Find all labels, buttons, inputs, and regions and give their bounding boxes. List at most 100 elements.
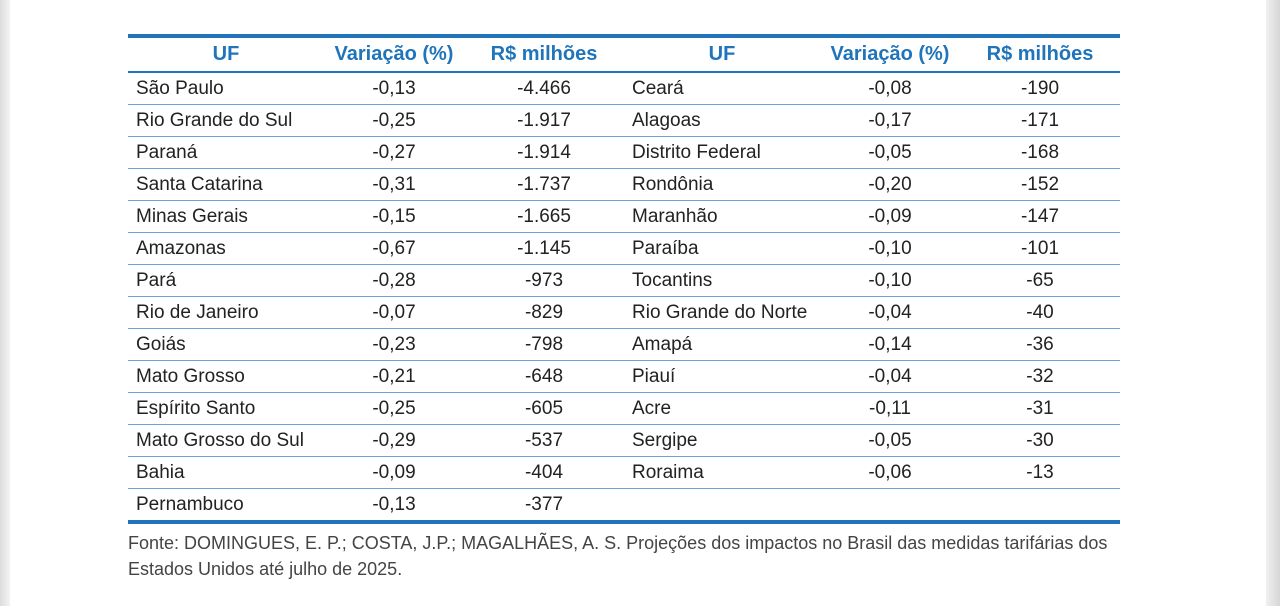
value-cell: -829 [464, 296, 624, 329]
state-name: São Paulo [128, 72, 324, 105]
value-cell: -648 [464, 360, 624, 393]
state-name: Santa Catarina [128, 168, 324, 201]
state-name: Rio Grande do Norte [624, 296, 820, 329]
table-row: Pará -0,28 -973 Tocantins -0,10 -65 [128, 264, 1120, 297]
variation-cell: -0,05 [820, 424, 960, 457]
variation-cell: -0,67 [324, 232, 464, 265]
state-name: Sergipe [624, 424, 820, 457]
variation-cell: -0,11 [820, 392, 960, 425]
state-name: Pará [128, 264, 324, 297]
variation-cell: -0,04 [820, 296, 960, 329]
state-name: Tocantins [624, 264, 820, 297]
value-cell: -101 [960, 232, 1120, 265]
header-variation: Variação (%) [820, 36, 960, 73]
value-cell: -31 [960, 392, 1120, 425]
variation-cell: -0,21 [324, 360, 464, 393]
header-uf: UF [624, 36, 820, 73]
variation-cell: -0,07 [324, 296, 464, 329]
value-cell: -40 [960, 296, 1120, 329]
state-name: Distrito Federal [624, 136, 820, 169]
value-cell: -168 [960, 136, 1120, 169]
table-row: Paraná -0,27 -1.914 Distrito Federal -0,05 -1… [128, 136, 1120, 169]
state-name: Ceará [624, 72, 820, 105]
table-row: Rio de Janeiro -0,07 -829 Rio Grande do Nor… [128, 296, 1120, 329]
variation-cell: -0,09 [324, 456, 464, 489]
variation-cell: -0,10 [820, 232, 960, 265]
variation-cell: -0,20 [820, 168, 960, 201]
variation-cell: -0,09 [820, 200, 960, 233]
state-name: Acre [624, 392, 820, 425]
state-name: Piauí [624, 360, 820, 393]
value-cell: -32 [960, 360, 1120, 393]
states-impact-table: UF Variação (%) R$ milhões UF Variação (… [128, 34, 1120, 524]
value-cell: -1.145 [464, 232, 624, 265]
state-name: Amapá [624, 328, 820, 361]
value-cell: -973 [464, 264, 624, 297]
value-cell: -605 [464, 392, 624, 425]
value-cell: -147 [960, 200, 1120, 233]
variation-cell: -0,06 [820, 456, 960, 489]
value-cell: -65 [960, 264, 1120, 297]
value-cell: -171 [960, 104, 1120, 137]
variation-cell: -0,28 [324, 264, 464, 297]
state-name: Rio de Janeiro [128, 296, 324, 329]
variation-cell: -0,13 [324, 72, 464, 105]
value-cell: -377 [524, 493, 564, 515]
value-cell: -1.737 [464, 168, 624, 201]
value-cell: -1.914 [464, 136, 624, 169]
table-body: São Paulo -0,13 -4.466 Ceará -0,08 -190 Rio Gr… [128, 72, 1120, 522]
variation-cell: -0,23 [324, 328, 464, 361]
state-name: Goiás [128, 328, 324, 361]
state-name: Alagoas [624, 104, 820, 137]
table-row: Goiás -0,23 -798 Amapá -0,14 -36 [128, 328, 1120, 361]
variation-cell: -0,31 [324, 168, 464, 201]
table-row: Mato Grosso do Sul -0,29 -537 Sergipe -0,05-… [128, 424, 1120, 457]
document-body: UF Variação (%) R$ milhões UF Variação (… [128, 34, 1120, 582]
state-name: Minas Gerais [128, 200, 324, 233]
value-cell: -190 [960, 72, 1120, 105]
state-name: Espírito Santo [128, 392, 324, 425]
state-name: Mato Grosso do Sul [128, 424, 324, 457]
variation-cell: -0,25 [324, 392, 464, 425]
variation-cell: -0,08 [820, 72, 960, 105]
table-row: Mato Grosso -0,21 -648 Piauí -0,04 -32 [128, 360, 1120, 393]
state-name: Roraima [624, 456, 820, 489]
state-name: Maranhão [624, 200, 820, 233]
table-header-row: UF Variação (%) R$ milhões UF Variação (… [128, 36, 1120, 73]
table-row: Amazonas -0,67 -1.145 Paraíba -0,10 -101 [128, 232, 1120, 265]
variation-cell [820, 489, 960, 523]
state-name: Bahia [128, 456, 324, 489]
value-cell [960, 489, 1120, 523]
table-row: São Paulo -0,13 -4.466 Ceará -0,08 -190 [128, 72, 1120, 105]
value-cell: -1.917 [464, 104, 624, 137]
variation-cell: -0,05 [820, 136, 960, 169]
page-edge-right [1266, 0, 1280, 606]
value-cell: -13 [960, 456, 1120, 489]
variation-cell: -0,14 [820, 328, 960, 361]
state-name: Paraíba [624, 232, 820, 265]
state-name: Paraná [128, 136, 324, 169]
variation-cell: -0,27 [324, 136, 464, 169]
header-uf: UF [128, 36, 324, 73]
table-row: Pernambuco -0,13 -377 [128, 489, 1120, 523]
table-row: Minas Gerais -0,15 -1.665 Maranhão -0,09 -147 [128, 200, 1120, 233]
state-name: Pernambuco [136, 493, 244, 515]
variation-cell: -0,29 [324, 424, 464, 457]
state-name: Amazonas [128, 232, 324, 265]
header-value: R$ milhões [960, 36, 1120, 73]
value-cell: -152 [960, 168, 1120, 201]
header-variation: Variação (%) [324, 36, 464, 73]
value-cell: -36 [960, 328, 1120, 361]
table-row: Santa Catarina -0,31 -1.737 Rondônia -0,20 -1… [128, 168, 1120, 201]
variation-cell: -0,25 [324, 104, 464, 137]
state-name: Mato Grosso [128, 360, 324, 393]
value-cell: -4.466 [464, 72, 624, 105]
state-name: Rondônia [624, 168, 820, 201]
header-value: R$ milhões [464, 36, 624, 73]
value-cell: -30 [960, 424, 1120, 457]
page-edge-left [0, 0, 10, 606]
source-note: Fonte: DOMINGUES, E. P.; COSTA, J.P.; MA… [128, 533, 1108, 579]
value-cell: -537 [464, 424, 624, 457]
variation-cell: -0,04 [820, 360, 960, 393]
state-name [624, 489, 820, 523]
